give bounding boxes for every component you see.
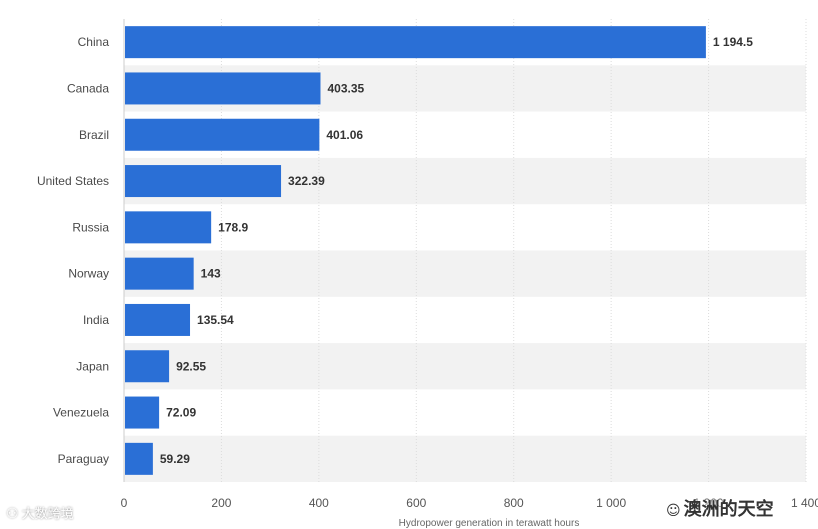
wechat-icon: ☺ xyxy=(666,503,681,519)
x-tick-label: 0 xyxy=(121,496,128,510)
value-label: 1 194.5 xyxy=(713,35,753,49)
category-label: India xyxy=(83,313,109,327)
category-label: Venezuela xyxy=(53,406,109,420)
bar xyxy=(125,72,321,105)
bar xyxy=(125,350,170,383)
bar xyxy=(125,165,282,198)
watermark-right: ☺ 澳洲的天空 xyxy=(666,495,774,521)
value-label: 143 xyxy=(201,267,221,281)
bar xyxy=(125,303,191,336)
x-tick-label: 800 xyxy=(504,496,524,510)
bar xyxy=(125,257,194,290)
value-label: 178.9 xyxy=(218,220,248,234)
x-tick-label: 1 200 xyxy=(694,496,724,510)
x-tick-label: 400 xyxy=(309,496,329,510)
value-label: 322.39 xyxy=(288,174,325,188)
row-band xyxy=(124,435,806,482)
bar xyxy=(125,211,212,244)
x-tick-label: 1 000 xyxy=(596,496,626,510)
category-label: United States xyxy=(37,174,109,188)
bar xyxy=(125,26,706,59)
value-label: 135.54 xyxy=(197,313,234,327)
category-label: Russia xyxy=(72,220,109,234)
category-label: Paraguay xyxy=(58,452,109,466)
value-label: 59.29 xyxy=(160,452,190,466)
bar xyxy=(125,396,160,429)
bar xyxy=(125,442,153,475)
row-band xyxy=(124,250,806,297)
watermark-left-text: 大数跨境 xyxy=(21,507,74,522)
value-label: 403.35 xyxy=(327,81,364,95)
value-label: 72.09 xyxy=(166,406,196,420)
watermark-right-text: 澳洲的天空 xyxy=(683,499,774,520)
row-band xyxy=(124,343,806,390)
value-label: 401.06 xyxy=(326,128,363,142)
category-label: Brazil xyxy=(79,128,109,142)
value-label: 92.55 xyxy=(176,359,206,373)
x-axis-title: Hydropower generation in terawatt hours xyxy=(399,518,580,529)
x-tick-label: 600 xyxy=(406,496,426,510)
watermark-left: ⚇ 大数跨境 xyxy=(6,503,74,522)
bar xyxy=(125,118,320,151)
category-label: Canada xyxy=(67,81,109,95)
x-tick-label: 1 400 xyxy=(791,496,818,510)
watermark-logo-icon: ⚇ xyxy=(6,506,19,522)
category-label: China xyxy=(78,35,110,49)
category-label: Norway xyxy=(68,267,109,281)
category-label: Japan xyxy=(76,359,109,373)
x-tick-label: 200 xyxy=(211,496,231,510)
